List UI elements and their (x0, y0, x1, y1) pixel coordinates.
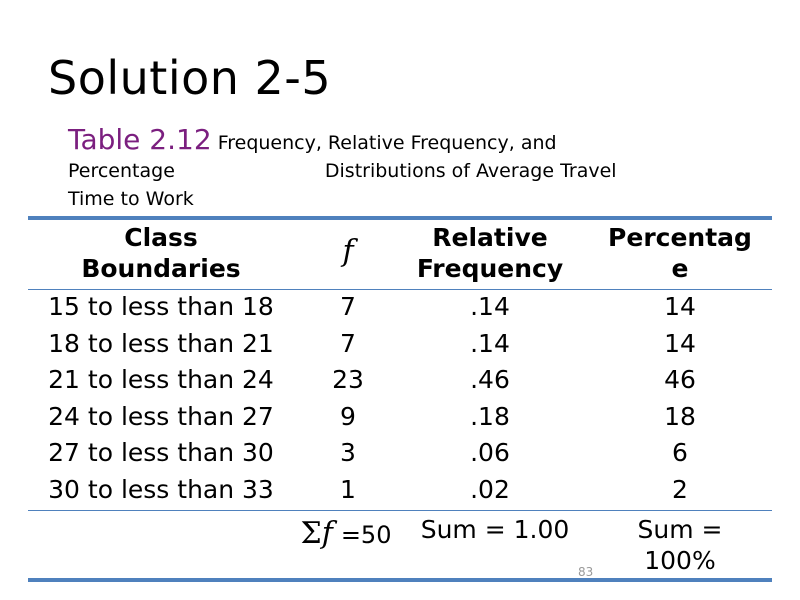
header-relative-frequency: Relative Frequency (400, 222, 580, 284)
total-pct-line2: 100% (644, 546, 716, 575)
caption-text-1: Frequency, Relative Frequency, and (217, 132, 557, 154)
cell-percentage: 46 (664, 365, 696, 394)
cell-class: 18 to less than 21 (48, 329, 274, 358)
cell-class: 15 to less than 18 (48, 292, 274, 321)
header-frequency-f: f (342, 234, 354, 269)
cell-percentage: 14 (664, 292, 696, 321)
cell-f: 1 (340, 475, 356, 504)
total-f-symbol: f (321, 516, 333, 551)
cell-relative: .14 (470, 329, 510, 358)
cell-relative: .46 (470, 365, 510, 394)
header-pct-line2: e (671, 254, 689, 283)
cell-f: 9 (340, 402, 356, 431)
cell-f: 7 (340, 292, 356, 321)
cell-class: 30 to less than 33 (48, 475, 274, 504)
totals-divider (28, 510, 772, 511)
total-relative-frequency: Sum = 1.00 (420, 515, 570, 544)
caption-text-2a: Percentage (68, 160, 175, 182)
cell-relative: .14 (470, 292, 510, 321)
cell-class: 24 to less than 27 (48, 402, 274, 431)
total-f-value: =50 (340, 521, 392, 549)
total-frequency: Σf =50 (296, 518, 396, 551)
total-pct-line1: Sum = (637, 515, 723, 544)
page-number: 83 (578, 565, 594, 579)
cell-percentage: 2 (672, 475, 688, 504)
cell-f: 3 (340, 438, 356, 467)
cell-class: 21 to less than 24 (48, 365, 274, 394)
header-pct-line1: Percentag (608, 223, 752, 252)
cell-f: 7 (340, 329, 356, 358)
cell-relative: .02 (470, 475, 510, 504)
header-rel-line2: Frequency (416, 254, 564, 283)
cell-relative: .18 (470, 402, 510, 431)
caption-label: Table 2.12 (68, 123, 212, 156)
table-bottom-rule (28, 578, 772, 582)
header-divider (28, 289, 772, 290)
cell-relative: .06 (470, 438, 510, 467)
caption-text-3: Time to Work (68, 188, 194, 210)
cell-f: 23 (332, 365, 364, 394)
header-class-line1: Class (124, 223, 198, 252)
slide-title: Solution 2-5 (48, 51, 332, 105)
cell-class: 27 to less than 30 (48, 438, 274, 467)
header-rel-line1: Relative (432, 223, 548, 252)
cell-percentage: 18 (664, 402, 696, 431)
caption-line-1: Table 2.12 Frequency, Relative Frequency… (68, 126, 708, 157)
header-class-line2: Boundaries (81, 254, 241, 283)
header-percentage: Percentag e (590, 222, 770, 284)
total-percentage: Sum = 100% (600, 514, 760, 576)
table-caption: Table 2.12 Frequency, Relative Frequency… (68, 126, 708, 213)
sigma-symbol: Σ (300, 516, 322, 551)
cell-percentage: 14 (664, 329, 696, 358)
cell-percentage: 6 (672, 438, 688, 467)
header-class-boundaries: Class Boundaries (30, 222, 292, 284)
table-top-rule (28, 216, 772, 220)
caption-text-2b: Distributions of Average Travel (324, 160, 617, 182)
caption-line-2: Percentage Distributions of Average Trave… (68, 157, 708, 185)
